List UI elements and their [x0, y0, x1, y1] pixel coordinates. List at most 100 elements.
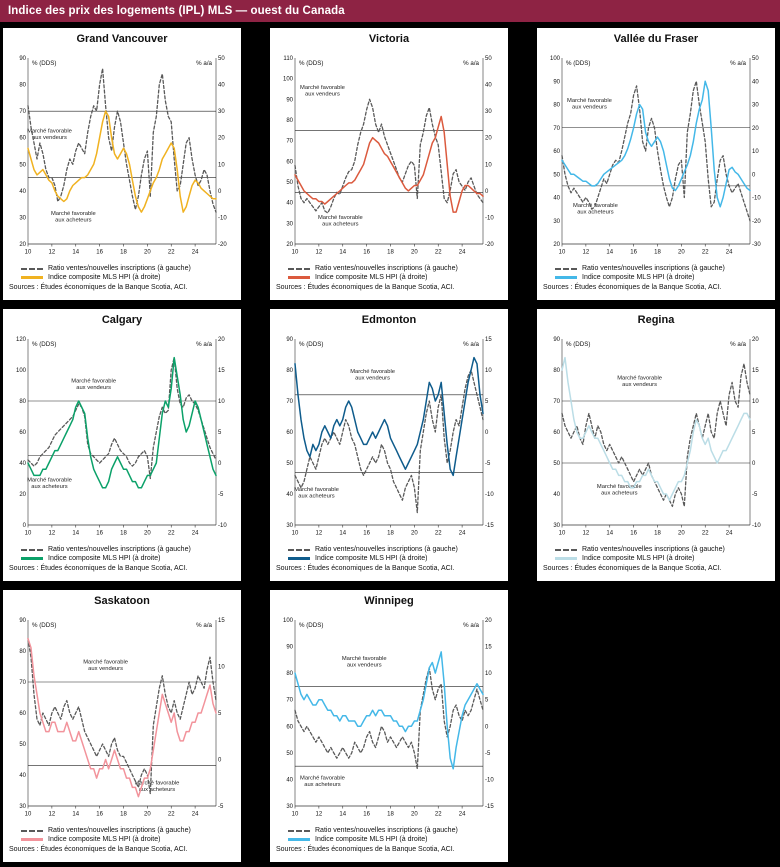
- x-tick-label: 24: [726, 250, 733, 256]
- sources-note: Sources : Études économiques de la Banqu…: [276, 565, 455, 572]
- right-tick-label: -5: [485, 461, 491, 467]
- right-tick-label: -5: [218, 492, 224, 498]
- solid-line-key-icon: [288, 557, 310, 560]
- plot-area: 30 40 50 60 70 80 90 -10 -5 0 5 10 15 20 % (DDS) % a/a 1…: [541, 327, 771, 545]
- x-tick-label: 10: [559, 531, 566, 537]
- market-annotation: aux acheteurs: [31, 484, 68, 490]
- right-tick-label: 15: [485, 645, 492, 651]
- right-axis-unit-label: % a/a: [196, 341, 212, 348]
- market-annotation: Marché favorable: [83, 659, 128, 665]
- hpi-series-line: [27, 110, 217, 213]
- chart-title: Vallée du Fraser: [613, 33, 699, 45]
- right-tick-label: 50: [485, 56, 492, 62]
- x-tick-label: 10: [25, 812, 32, 818]
- x-tick-label: 12: [49, 250, 56, 256]
- right-tick-label: -15: [485, 523, 494, 529]
- hpi-series-line: [27, 356, 217, 489]
- left-tick-label: 100: [283, 77, 294, 83]
- left-tick-label: 60: [553, 149, 560, 155]
- chart-panel-vallee-du-fraser: Vallée du Fraser 20 30 40 50 60 70 80 90 100 -30 -2…: [537, 28, 775, 300]
- x-tick-label: 20: [144, 531, 151, 537]
- right-tick-label: 10: [752, 399, 759, 405]
- market-annotation: aux vendeurs: [32, 135, 67, 141]
- market-annotation: Marché favorable: [350, 369, 395, 375]
- left-tick-label: 70: [286, 698, 293, 704]
- x-tick-label: 22: [435, 250, 442, 256]
- left-tick-label: 90: [286, 97, 293, 103]
- sources-note: Sources : Études économiques de la Banqu…: [9, 284, 188, 291]
- sources-note: Sources : Études économiques de la Banqu…: [9, 565, 188, 572]
- right-tick-label: 20: [752, 126, 759, 132]
- x-tick-label: 24: [192, 531, 199, 537]
- right-tick-label: -5: [752, 492, 758, 498]
- left-tick-label: 110: [283, 56, 293, 62]
- right-tick-label: -15: [485, 804, 494, 810]
- x-tick-label: 22: [168, 531, 175, 537]
- left-tick-label: 80: [286, 671, 293, 677]
- plot-regina: 30 40 50 60 70 80 90 -10 -5 0 5 10 15 20 % (DDS) % a/a 1…: [553, 337, 761, 537]
- sources-note: Sources : Études économiques de la Banqu…: [276, 846, 455, 853]
- x-tick-label: 14: [72, 250, 79, 256]
- x-tick-label: 22: [435, 531, 442, 537]
- right-tick-label: 50: [218, 56, 225, 62]
- right-axis-unit-label: % a/a: [196, 60, 212, 67]
- left-tick-label: 40: [286, 201, 293, 207]
- right-tick-label: 20: [218, 136, 225, 142]
- x-tick-label: 22: [702, 250, 709, 256]
- right-tick-label: 20: [218, 337, 225, 343]
- dashed-line-key-icon: [21, 829, 43, 832]
- market-annotation: aux acheteurs: [304, 782, 341, 788]
- right-tick-label: -20: [218, 242, 227, 248]
- hpi-series-line: [294, 115, 484, 213]
- right-tick-label: 10: [485, 671, 492, 677]
- left-tick-label: 60: [286, 724, 293, 730]
- solid-line-key-icon: [555, 276, 577, 279]
- x-tick-label: 16: [363, 250, 370, 256]
- left-tick-label: 90: [553, 79, 560, 85]
- left-tick-label: 70: [19, 680, 26, 686]
- chart-title: Saskatoon: [94, 595, 150, 607]
- right-tick-label: 0: [218, 189, 222, 195]
- left-tick-label: 50: [553, 461, 560, 467]
- legend-item: Ratio ventes/nouvelles inscriptions (à g…: [21, 264, 237, 273]
- x-tick-label: 20: [144, 250, 151, 256]
- chart-title: Grand Vancouver: [76, 33, 168, 45]
- left-axis-unit-label: % (DDS): [566, 341, 590, 348]
- right-tick-label: 20: [752, 337, 759, 343]
- legend: Ratio ventes/nouvelles inscriptions (à g…: [555, 545, 771, 563]
- market-annotation: Marché favorable: [71, 378, 116, 384]
- legend-label: Indice composite MLS HPI (à droite): [48, 836, 161, 843]
- left-tick-label: 40: [19, 189, 26, 195]
- x-tick-label: 12: [316, 531, 323, 537]
- left-tick-label: 40: [553, 196, 560, 202]
- left-tick-label: 30: [553, 523, 560, 529]
- left-axis-unit-label: % (DDS): [32, 341, 56, 348]
- page-title: Indice des prix des logements (IPL) MLS …: [0, 0, 780, 22]
- market-annotation: Marché favorable: [294, 487, 339, 493]
- legend: Ratio ventes/nouvelles inscriptions (à g…: [288, 545, 504, 563]
- left-tick-label: 30: [286, 221, 293, 227]
- market-annotation: Marché favorable: [135, 780, 180, 786]
- right-tick-label: -20: [485, 242, 494, 248]
- right-tick-label: 0: [752, 461, 756, 467]
- ratio-series-line: [27, 67, 217, 213]
- market-annotation: aux vendeurs: [88, 666, 123, 672]
- x-tick-label: 22: [435, 812, 442, 818]
- hpi-series-line: [27, 637, 217, 798]
- left-tick-label: 80: [286, 368, 293, 374]
- left-tick-label: 120: [16, 337, 27, 343]
- x-tick-label: 14: [72, 812, 79, 818]
- market-annotation: aux acheteurs: [577, 209, 614, 215]
- legend-label: Ratio ventes/nouvelles inscriptions (à g…: [48, 265, 191, 272]
- legend: Ratio ventes/nouvelles inscriptions (à g…: [21, 264, 237, 282]
- solid-line-key-icon: [555, 557, 577, 560]
- right-tick-label: 15: [218, 618, 225, 624]
- chart-panel-edmonton: Edmonton 30 40 50 60 70 80 90 -15 -10 -5 0 5 10 15 % (D…: [270, 309, 508, 581]
- legend-label: Ratio ventes/nouvelles inscriptions (à g…: [48, 827, 191, 834]
- right-tick-label: 0: [485, 724, 489, 730]
- x-tick-label: 12: [583, 531, 590, 537]
- right-tick-label: -10: [485, 215, 494, 221]
- ratio-series-line: [27, 637, 217, 795]
- dashed-line-key-icon: [555, 548, 577, 551]
- left-tick-label: 100: [16, 368, 27, 374]
